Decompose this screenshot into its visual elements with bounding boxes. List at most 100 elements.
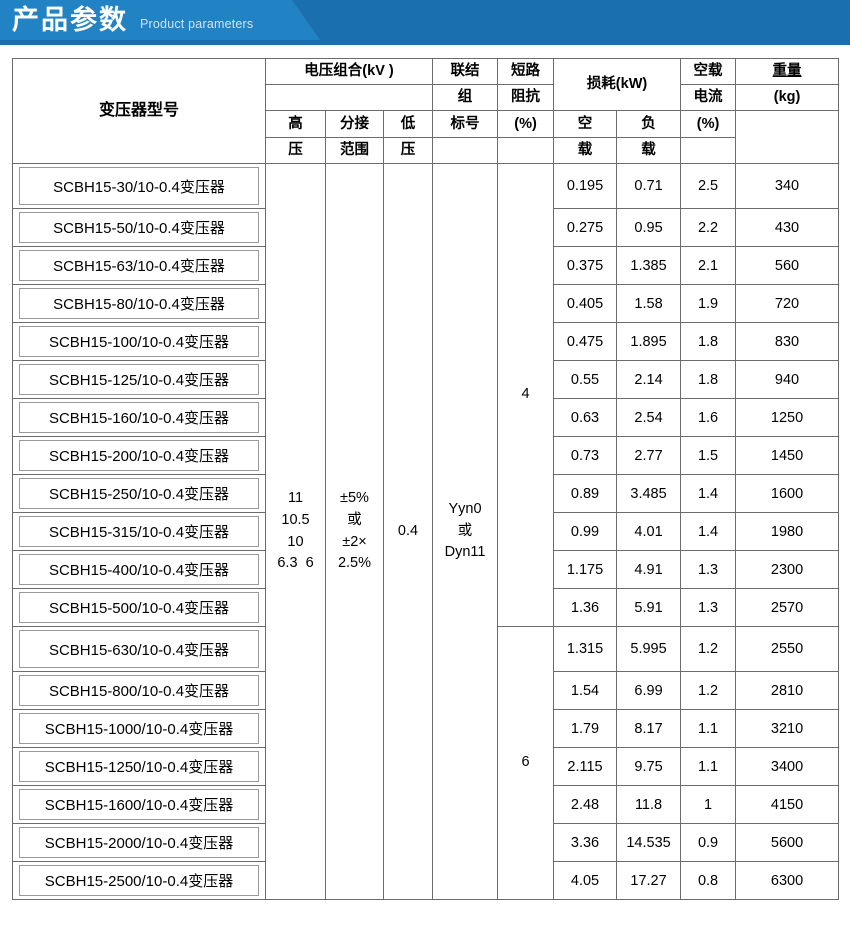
cell-loss-load: 0.95 — [616, 208, 682, 247]
cell-noload-current: 2.1 — [680, 246, 737, 285]
cell-loss-noload: 0.275 — [553, 208, 618, 247]
cell-loss-load: 2.14 — [616, 360, 682, 399]
cell-impedance: 6 — [497, 626, 555, 900]
cell-weight: 560 — [735, 246, 840, 285]
spec-table-container: 变压器型号 电压组合(kV ) 联结 短路 损耗(kW) 空载 重量 组 阻抗 … — [0, 48, 850, 900]
cell-model: SCBH15-250/10-0.4变压器 — [12, 474, 266, 513]
cell-weight: 720 — [735, 284, 840, 323]
cell-noload-current: 1.3 — [680, 588, 737, 627]
cell-noload-current: 2.2 — [680, 208, 737, 247]
header-loss-noload-line2: 载 — [553, 137, 618, 164]
cell-loss-load: 2.77 — [616, 436, 682, 475]
cell-noload-current: 1.2 — [680, 671, 737, 710]
cell-noload-current: 1.4 — [680, 474, 737, 513]
cell-weight: 1250 — [735, 398, 840, 437]
cell-weight: 1980 — [735, 512, 840, 551]
cell-model: SCBH15-30/10-0.4变压器 — [12, 163, 266, 209]
table-head: 变压器型号 电压组合(kV ) 联结 短路 损耗(kW) 空载 重量 组 阻抗 … — [12, 58, 840, 164]
page-banner: 产品参数 Product parameters — [0, 0, 850, 48]
cell-noload-current: 1.5 — [680, 436, 737, 475]
cell-loss-noload: 1.54 — [553, 671, 618, 710]
cell-weight: 3210 — [735, 709, 840, 748]
page-title: 产品参数 — [12, 5, 128, 35]
header-noload-current-line2: 电流 — [680, 84, 737, 111]
cell-weight: 5600 — [735, 823, 840, 862]
cell-weight: 1450 — [735, 436, 840, 475]
model-label: SCBH15-400/10-0.4变压器 — [19, 554, 259, 585]
cell-noload-current: 1.2 — [680, 626, 737, 672]
cell-weight: 3400 — [735, 747, 840, 786]
cell-weight: 340 — [735, 163, 840, 209]
cell-weight: 2570 — [735, 588, 840, 627]
cell-model: SCBH15-200/10-0.4变压器 — [12, 436, 266, 475]
header-noload-current-line1: 空载 — [680, 58, 737, 85]
cell-loss-noload: 0.63 — [553, 398, 618, 437]
cell-model: SCBH15-630/10-0.4变压器 — [12, 626, 266, 672]
header-voltage-group-spacer — [264, 84, 434, 111]
cell-impedance: 4 — [497, 163, 555, 627]
cell-loss-noload: 2.115 — [553, 747, 618, 786]
cell-model: SCBH15-315/10-0.4变压器 — [12, 512, 266, 551]
banner-base-underline — [0, 40, 850, 45]
header-loss: 损耗(kW) — [553, 58, 682, 111]
cell-weight: 6300 — [735, 861, 840, 900]
header-connection-spacer — [432, 137, 499, 164]
cell-model: SCBH15-2500/10-0.4变压器 — [12, 861, 266, 900]
cell-loss-noload: 1.175 — [553, 550, 618, 589]
cell-loss-load: 14.535 — [616, 823, 682, 862]
model-label: SCBH15-1600/10-0.4变压器 — [19, 789, 259, 820]
cell-model: SCBH15-1600/10-0.4变压器 — [12, 785, 266, 824]
header-voltage-low-line1: 低 — [382, 110, 434, 138]
cell-loss-load: 8.17 — [616, 709, 682, 748]
model-label: SCBH15-30/10-0.4变压器 — [19, 167, 259, 205]
model-label: SCBH15-200/10-0.4变压器 — [19, 440, 259, 471]
cell-noload-current: 1.3 — [680, 550, 737, 589]
header-voltage-group: 电压组合(kV ) — [264, 58, 434, 85]
table-body: SCBH15-30/10-0.4变压器 11 10.5 10 6.3 6 ±5% 或 ±2× 2… — [12, 163, 840, 900]
cell-weight: 430 — [735, 208, 840, 247]
cell-loss-noload: 2.48 — [553, 785, 618, 824]
cell-noload-current: 0.9 — [680, 823, 737, 862]
cell-voltage-high: 11 10.5 10 6.3 6 — [265, 163, 326, 900]
header-noload-current-spacer — [680, 137, 737, 164]
cell-model: SCBH15-63/10-0.4变压器 — [12, 246, 266, 285]
model-label: SCBH15-100/10-0.4变压器 — [19, 326, 259, 357]
cell-model: SCBH15-160/10-0.4变压器 — [12, 398, 266, 437]
cell-loss-load: 1.58 — [616, 284, 682, 323]
table-row: SCBH15-800/10-0.4变压器 1.54 6.99 1.2 2810 — [12, 671, 840, 710]
model-label: SCBH15-250/10-0.4变压器 — [19, 478, 259, 509]
header-connection-line2: 组 — [432, 84, 499, 111]
cell-noload-current: 1.1 — [680, 709, 737, 748]
cell-noload-current: 1 — [680, 785, 737, 824]
cell-noload-current: 2.5 — [680, 163, 737, 209]
cell-noload-current: 1.8 — [680, 322, 737, 361]
cell-loss-load: 5.995 — [616, 626, 682, 672]
table-row: SCBH15-80/10-0.4变压器 0.405 1.58 1.9 720 — [12, 284, 840, 323]
header-loss-load-line1: 负 — [616, 110, 682, 138]
cell-loss-noload: 1.79 — [553, 709, 618, 748]
cell-weight: 2810 — [735, 671, 840, 710]
cell-voltage-tap: ±5% 或 ±2× 2.5% — [325, 163, 384, 900]
cell-connection-group: Yyn0 或 Dyn11 — [432, 163, 499, 900]
cell-loss-noload: 1.315 — [553, 626, 618, 672]
header-impedance-line1: 短路 — [497, 58, 555, 85]
table-row: SCBH15-315/10-0.4变压器 0.99 4.01 1.4 1980 — [12, 512, 840, 551]
cell-weight: 2300 — [735, 550, 840, 589]
cell-loss-load: 3.485 — [616, 474, 682, 513]
model-label: SCBH15-63/10-0.4变压器 — [19, 250, 259, 281]
table-row: SCBH15-1250/10-0.4变压器 2.115 9.75 1.1 3400 — [12, 747, 840, 786]
table-row: SCBH15-100/10-0.4变压器 0.475 1.895 1.8 830 — [12, 322, 840, 361]
cell-loss-noload: 0.89 — [553, 474, 618, 513]
cell-loss-noload: 1.36 — [553, 588, 618, 627]
cell-loss-noload: 0.99 — [553, 512, 618, 551]
header-weight-line1: 重量 — [735, 58, 840, 85]
model-label: SCBH15-1000/10-0.4变压器 — [19, 713, 259, 744]
cell-weight: 830 — [735, 322, 840, 361]
cell-loss-load: 4.01 — [616, 512, 682, 551]
header-row-1: 变压器型号 电压组合(kV ) 联结 短路 损耗(kW) 空载 重量 — [12, 58, 840, 164]
model-label: SCBH15-800/10-0.4变压器 — [19, 675, 259, 706]
model-label: SCBH15-630/10-0.4变压器 — [19, 630, 259, 668]
cell-loss-load: 1.385 — [616, 246, 682, 285]
header-model: 变压器型号 — [12, 58, 266, 164]
table-row: SCBH15-63/10-0.4变压器 0.375 1.385 2.1 560 — [12, 246, 840, 285]
